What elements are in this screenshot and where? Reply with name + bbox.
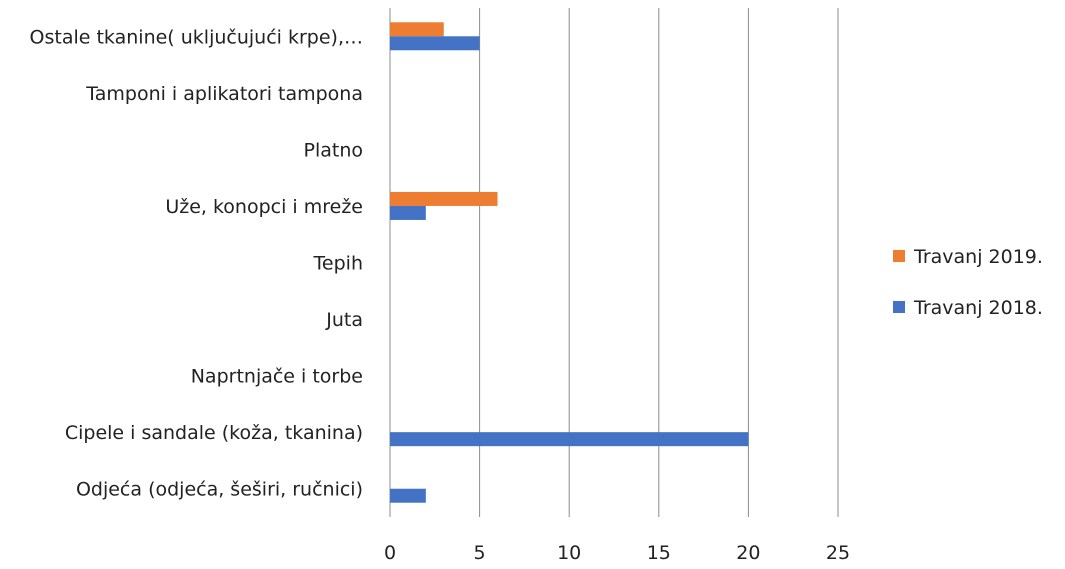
category-label: Juta <box>325 309 363 331</box>
bar <box>390 432 749 447</box>
bar <box>390 36 480 51</box>
bar <box>390 191 498 206</box>
legend: Travanj 2019. Travanj 2018. <box>893 246 1043 319</box>
category-label: Uže, konopci i mreže <box>165 196 363 218</box>
category-label: Cipele i sandale (koža, tkanina) <box>65 422 363 444</box>
x-tick-label: 25 <box>826 542 850 564</box>
category-label: Platno <box>304 139 364 161</box>
category-label: Odjeća (odjeća, šeširi, ručnici) <box>76 479 363 501</box>
bar <box>390 22 444 37</box>
legend-label: Travanj 2019. <box>913 246 1043 268</box>
x-tick-label: 10 <box>557 542 581 564</box>
category-label: Naprtnjače i torbe <box>191 366 363 388</box>
legend-label: Travanj 2018. <box>913 297 1043 319</box>
x-tick-label: 15 <box>647 542 671 564</box>
category-label: Ostale tkanine( uključujući krpe),… <box>30 26 363 48</box>
legend-swatch <box>893 301 905 313</box>
category-label: Tamponi i aplikatori tampona <box>85 83 363 105</box>
category-label: Tepih <box>313 253 363 275</box>
bar <box>390 205 426 220</box>
bar <box>390 488 426 503</box>
category-labels: Ostale tkanine( uključujući krpe),… Tampo… <box>30 26 363 500</box>
x-tick-label: 0 <box>384 542 396 564</box>
legend-swatch <box>893 250 905 262</box>
x-tick-label: 5 <box>474 542 486 564</box>
x-tick-label: 20 <box>736 542 760 564</box>
x-tick-labels: 0 5 10 15 20 25 <box>384 542 850 564</box>
bars <box>390 22 749 503</box>
